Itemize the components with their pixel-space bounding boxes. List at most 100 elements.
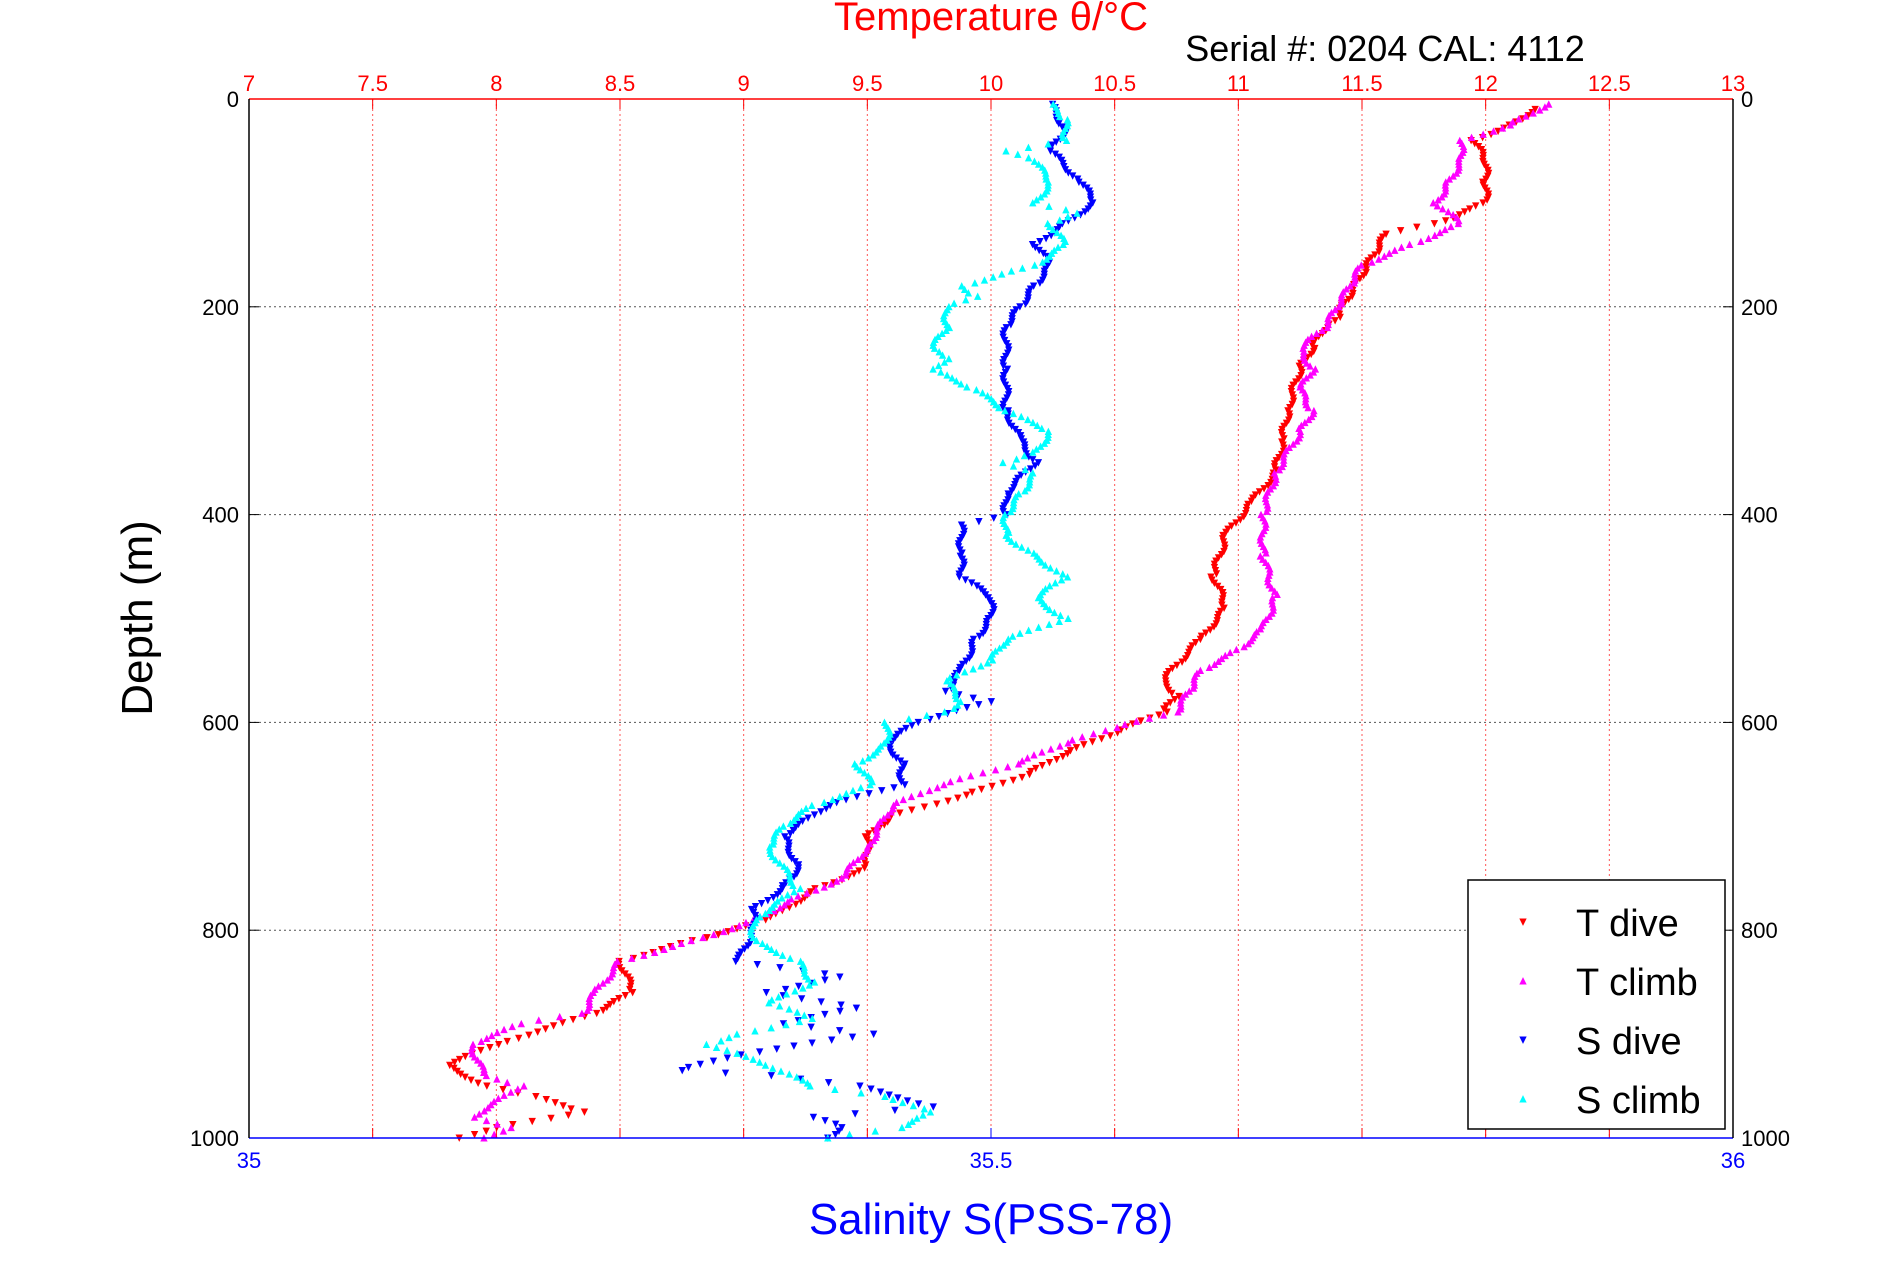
data-point [1210, 660, 1219, 669]
data-point [957, 380, 965, 388]
data-point [1240, 642, 1248, 651]
data-point [640, 951, 648, 959]
data-point [1424, 234, 1433, 243]
y-axis-right-tick-label: 800 [1741, 918, 1778, 943]
data-point [1275, 465, 1284, 474]
data-point [1058, 133, 1067, 142]
legend-box [1467, 879, 1726, 1130]
data-point [860, 768, 869, 777]
y-axis-tick-label: 1000 [190, 1126, 239, 1151]
data-point [1041, 561, 1049, 569]
data-point [983, 659, 992, 667]
data-point [857, 783, 865, 792]
data-point [836, 973, 844, 981]
data-point [751, 1027, 759, 1035]
data-point [1064, 739, 1072, 747]
data-point [1029, 448, 1037, 456]
data-point [1047, 745, 1055, 753]
data-point [856, 1082, 864, 1090]
data-point [833, 877, 841, 885]
data-point [756, 912, 764, 921]
data-point [1145, 714, 1154, 722]
data-point [1121, 720, 1129, 728]
data-point [956, 774, 964, 783]
data-point [702, 1040, 711, 1048]
data-point [861, 849, 870, 857]
data-point [1217, 654, 1226, 663]
legend-marker [1519, 1036, 1527, 1044]
data-point [779, 822, 788, 830]
data-point [827, 880, 835, 888]
data-point [945, 323, 954, 332]
data-point [1479, 130, 1487, 138]
data-point [520, 1082, 528, 1090]
data-point [780, 862, 788, 870]
data-point [606, 973, 615, 981]
data-point [1460, 208, 1469, 216]
data-point [794, 982, 803, 991]
data-point [1256, 625, 1265, 633]
data-point [1007, 507, 1015, 516]
data-point [962, 791, 971, 800]
data-point [1385, 249, 1393, 257]
data-point [887, 808, 895, 816]
data-point [972, 386, 981, 394]
data-point [1113, 723, 1121, 732]
data-point [836, 792, 844, 801]
data-point [1357, 261, 1365, 269]
data-point [919, 1111, 927, 1119]
data-point [1033, 421, 1041, 430]
data-point [799, 1076, 807, 1084]
data-point [975, 632, 984, 641]
data-point [480, 1107, 489, 1115]
data-point [933, 783, 942, 792]
data-point [1258, 555, 1267, 563]
data-point [1050, 608, 1059, 617]
data-point [999, 404, 1007, 412]
data-point [1205, 663, 1214, 671]
data-point [1036, 442, 1045, 450]
data-point [1097, 735, 1106, 743]
data-point [559, 1102, 567, 1110]
data-point [1331, 317, 1339, 325]
data-point [785, 1070, 794, 1078]
data-point [1269, 481, 1278, 490]
data-point [836, 1027, 844, 1035]
legend-marker [1519, 1095, 1527, 1103]
data-point [1302, 359, 1311, 367]
data-point [940, 780, 948, 789]
data-point [1036, 237, 1044, 246]
data-point [1053, 228, 1061, 237]
y-axis-right-tick-label: 0 [1741, 87, 1753, 112]
data-point [1285, 443, 1293, 451]
data-point [962, 296, 970, 304]
data-point [975, 701, 983, 709]
data-point [799, 984, 807, 992]
data-point [804, 975, 813, 983]
data-point [778, 894, 786, 902]
top-axis-tick-label: 10.5 [1093, 71, 1136, 96]
data-point [904, 1120, 913, 1128]
data-point [1396, 227, 1405, 235]
data-point [1024, 143, 1033, 151]
data-point [899, 795, 907, 804]
data-point [802, 804, 810, 812]
data-point [712, 1043, 721, 1051]
data-point [800, 1011, 808, 1019]
data-point [1479, 199, 1487, 207]
data-point [891, 1106, 899, 1115]
data-point [881, 1092, 889, 1100]
data-point [940, 358, 949, 366]
data-point [954, 794, 962, 802]
data-point [1308, 412, 1316, 421]
data-point [628, 954, 636, 962]
data-point [821, 970, 829, 978]
top-axis-tick-label: 12.5 [1588, 71, 1631, 96]
data-point [1196, 666, 1205, 674]
series-layer [446, 100, 1553, 1142]
top-axis-tick-label: 10 [979, 71, 1003, 96]
data-point [1350, 279, 1359, 287]
data-point [979, 768, 987, 777]
data-point [1018, 757, 1026, 765]
